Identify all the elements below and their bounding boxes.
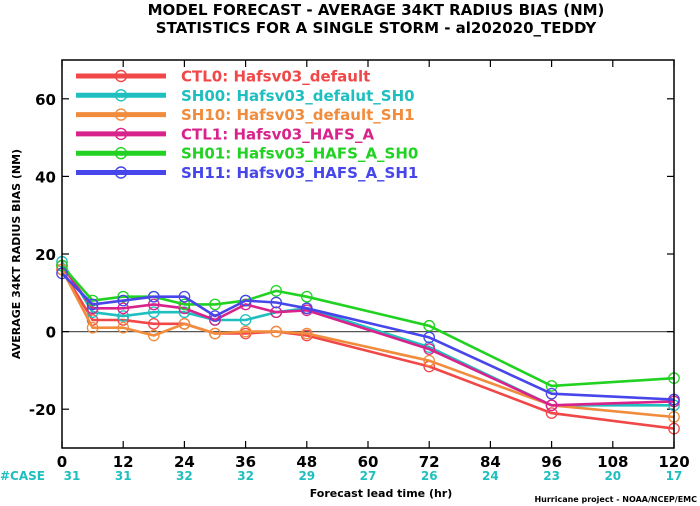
series-6-point	[209, 310, 221, 322]
series-6-point	[239, 294, 252, 307]
x-tick-label: 108	[597, 453, 628, 471]
x-axis-label: Forecast lead time (hr)	[310, 487, 453, 500]
series-3-point	[270, 325, 283, 338]
y-tick-label: 60	[35, 91, 56, 109]
series-5-point	[270, 285, 283, 297]
series-6-point	[300, 302, 313, 315]
series-6-point	[147, 290, 160, 303]
y-tick-label: -20	[29, 401, 56, 419]
series-4-point	[545, 399, 558, 412]
legend-entry: CTL1: Hafsv03_HAFS_A	[181, 125, 374, 143]
case-count-value: 17	[666, 469, 683, 483]
case-count-value: 29	[298, 469, 315, 483]
series-6-point	[423, 331, 436, 344]
series-3-point	[147, 329, 160, 342]
x-tick-label: 36	[235, 453, 256, 471]
series-6-point	[117, 294, 130, 307]
case-count-label: #CASE	[0, 469, 45, 483]
x-tick-label: 0	[57, 453, 67, 471]
x-tick-label: 60	[358, 453, 379, 471]
chart-title: MODEL FORECAST - AVERAGE 34KT RADIUS BIA…	[148, 1, 605, 19]
y-axis-label: AVERAGE 34KT RADIUS BIAS (NM)	[10, 149, 23, 359]
x-tick-label: 48	[296, 453, 317, 471]
series-1-point	[545, 407, 558, 419]
legend-entry: SH11: Hafsv03_HAFS_A_SH1	[181, 164, 418, 182]
legend-entry: SH10: Hafsv03_default_SH1	[181, 106, 415, 124]
series-4-point	[117, 302, 130, 315]
legend-swatch-marker	[114, 69, 128, 83]
legend-swatch-marker	[114, 108, 128, 121]
series-4-point	[423, 343, 436, 355]
x-tick-label: 120	[658, 453, 689, 471]
legend-swatch-marker	[114, 146, 128, 160]
series-5-point	[300, 290, 313, 303]
legend-swatch-marker	[114, 127, 128, 141]
series-3-point	[300, 327, 313, 340]
series-5-point	[545, 380, 558, 392]
case-count-value: 31	[64, 469, 81, 483]
case-count-value: 26	[421, 469, 438, 483]
series-4-point	[147, 298, 160, 311]
case-count-value: 32	[176, 469, 193, 483]
plot-frame	[61, 59, 675, 449]
case-count-value: 32	[237, 469, 254, 483]
case-count-value: 31	[115, 469, 132, 483]
x-tick-label: 12	[113, 453, 134, 471]
series-1-point	[117, 314, 130, 326]
legend-entry: SH01: Hafsv03_HAFS_A_SH0	[181, 145, 418, 163]
series-4-point	[270, 306, 283, 319]
x-tick-label: 24	[174, 453, 195, 471]
legend-swatch-marker	[114, 89, 128, 102]
series-3-point	[117, 321, 130, 334]
series-2-point	[239, 314, 252, 326]
credit-text: Hurricane project - NOAA/NCEP/EMC	[534, 495, 697, 504]
x-tick-label: 72	[419, 453, 440, 471]
series-5-point	[423, 319, 436, 332]
case-count-value: 24	[482, 469, 499, 483]
series-3-point	[209, 327, 221, 340]
series-2-point	[147, 306, 160, 319]
series-3-point	[86, 321, 99, 334]
case-count-value: 27	[360, 469, 377, 483]
series-2-point	[117, 310, 130, 322]
legend-swatch-marker	[114, 166, 128, 179]
x-tick-label: 84	[480, 453, 501, 471]
case-count-value: 20	[604, 469, 621, 483]
series-6-point	[86, 298, 99, 311]
series-6-point	[545, 387, 558, 400]
chart-subtitle: STATISTICS FOR A SINGLE STORM - al202020…	[156, 19, 598, 37]
legend-entry: CTL0: Hafsv03_default	[181, 68, 370, 86]
y-tick-label: 20	[35, 246, 56, 264]
x-tick-label: 96	[541, 453, 562, 471]
series-3-point	[178, 317, 191, 330]
y-tick-label: 0	[46, 324, 56, 342]
series-5-point	[209, 298, 221, 311]
series-3-point	[423, 354, 436, 367]
series-6-point	[178, 290, 191, 303]
case-count-value: 23	[543, 469, 560, 483]
series-3-point	[239, 325, 252, 338]
y-tick-label: 40	[35, 168, 56, 186]
legend-entry: SH00: Hafsv03_defalut_SH0	[181, 87, 415, 105]
series-5-point	[178, 298, 191, 311]
series-1-point	[147, 317, 160, 330]
series-6-point	[270, 296, 283, 309]
